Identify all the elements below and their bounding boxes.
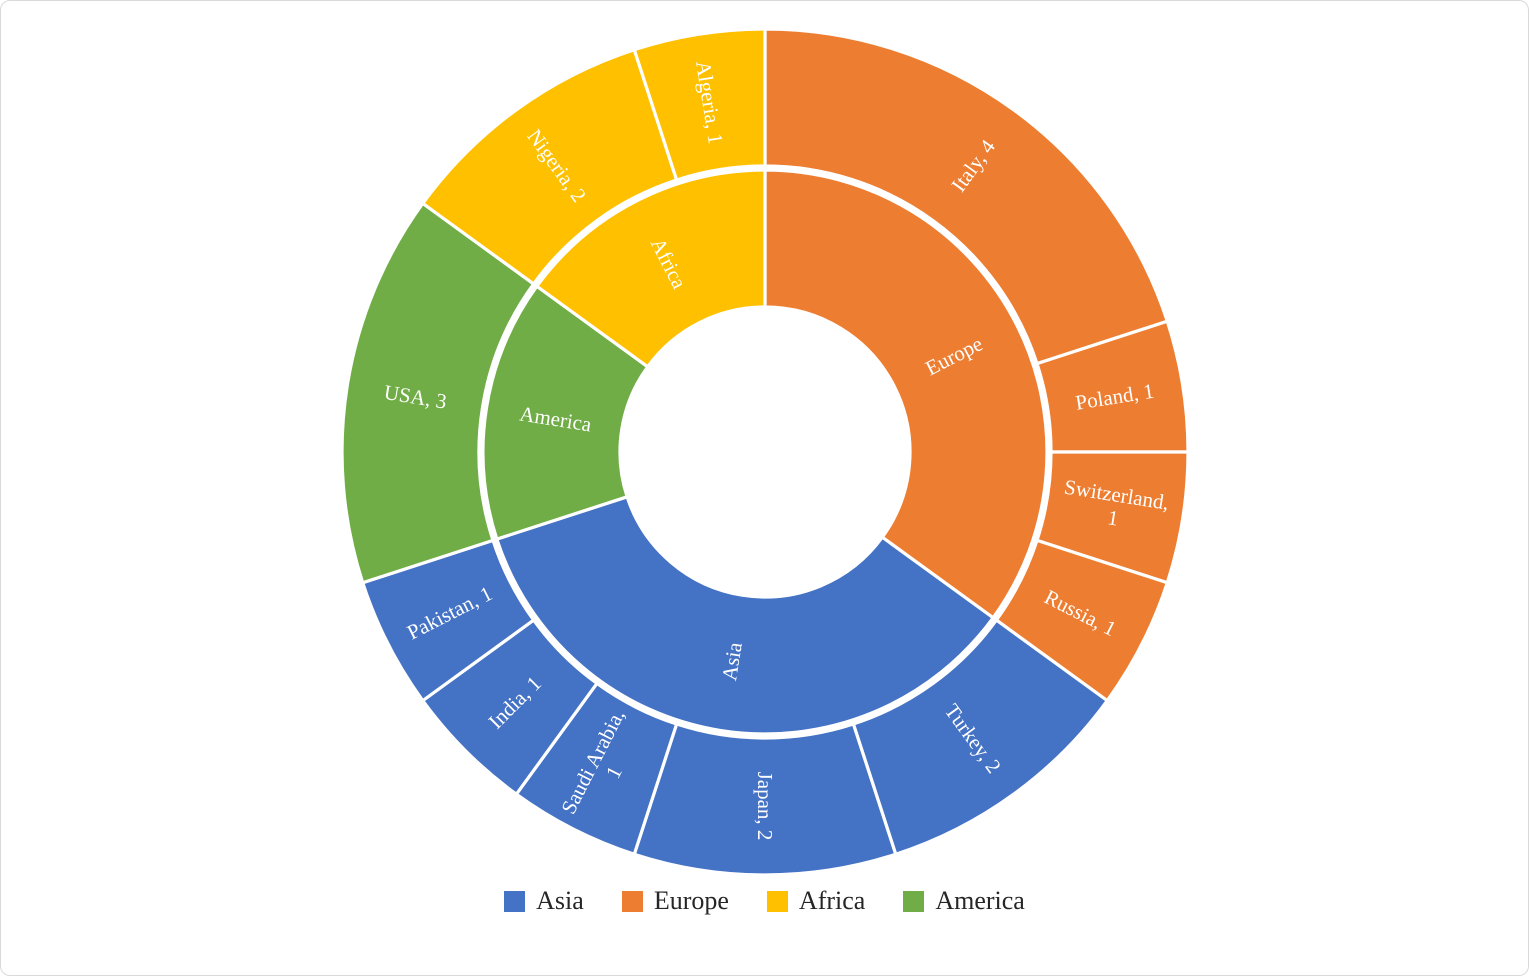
legend-swatch-america bbox=[903, 890, 925, 912]
legend-item-asia: Asia bbox=[504, 888, 584, 914]
sunburst-segment-america bbox=[481, 284, 650, 541]
chart-legend: Asia Europe Africa America bbox=[0, 888, 1529, 914]
legend-swatch-africa bbox=[766, 890, 788, 912]
sunburst-segment-europe bbox=[763, 168, 1049, 620]
legend-label-asia: Asia bbox=[536, 886, 584, 915]
sunburst-segment-africa bbox=[535, 168, 767, 369]
legend-label-america: America bbox=[935, 886, 1025, 915]
segment-label-japan: Japan, 2 bbox=[753, 772, 777, 841]
sunburst-chart: Europe Asia America Africa Italy, 4 Poland, 1… bbox=[340, 27, 1190, 877]
legend-item-europe: Europe bbox=[621, 886, 729, 915]
legend-item-africa: Africa bbox=[766, 886, 866, 915]
sunburst-segment-asia bbox=[495, 495, 995, 736]
sunburst-segment-italy bbox=[763, 27, 1169, 366]
legend-label-africa: Africa bbox=[798, 886, 866, 915]
legend-swatch-europe bbox=[621, 890, 643, 912]
legend-swatch-asia bbox=[504, 890, 526, 912]
sunburst-segment-algeria bbox=[632, 27, 767, 182]
legend-item-america: America bbox=[903, 888, 1025, 914]
legend-label-europe: Europe bbox=[653, 886, 729, 915]
